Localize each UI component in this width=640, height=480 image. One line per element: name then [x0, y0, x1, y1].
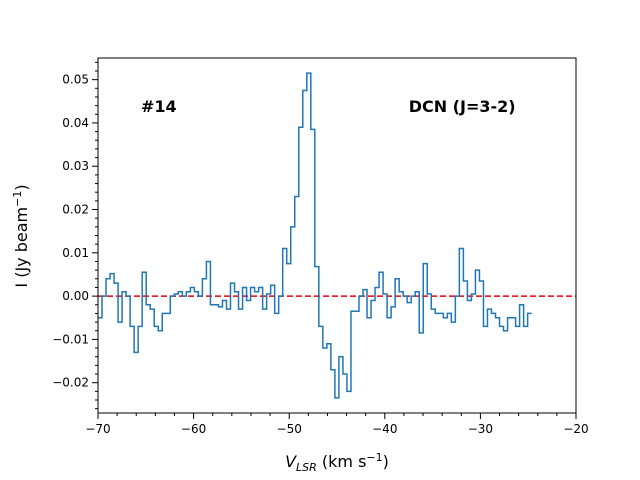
plot-area: [98, 72, 576, 399]
y-tick-label: 0.01: [62, 246, 89, 260]
x-axis-ticks: −70 −60 −50 −40 −30 −20: [85, 413, 589, 436]
x-tick-label: −30: [468, 422, 493, 436]
annotations: #14 DCN (J=3-2): [141, 97, 516, 116]
x-tick-label: −40: [372, 422, 397, 436]
spectrum-step-line: [98, 72, 532, 399]
y-tick-label: 0.05: [62, 73, 89, 87]
x-tick-label: −70: [85, 422, 110, 436]
y-tick-label: 0.02: [62, 203, 89, 217]
annotation-label: DCN (J=3-2): [409, 97, 516, 116]
y-tick-label: −0.01: [52, 332, 89, 346]
y-tick-label: −0.02: [52, 376, 89, 390]
x-tick-label: −50: [277, 422, 302, 436]
y-tick-label: 0.04: [62, 116, 89, 130]
y-tick-label: 0.03: [62, 159, 89, 173]
x-tick-label: −60: [181, 422, 206, 436]
y-tick-label: 0.00: [62, 289, 89, 303]
x-tick-label: −20: [563, 422, 588, 436]
y-axis-label: I (Jy beam−1): [11, 184, 31, 287]
y-axis-ticks: −0.02 −0.01 0.00 0.01 0.02 0.03 0.04 0.05: [52, 61, 98, 410]
annotation-label: #14: [141, 97, 177, 116]
x-axis-label: VLSR (km s−1): [285, 451, 389, 474]
